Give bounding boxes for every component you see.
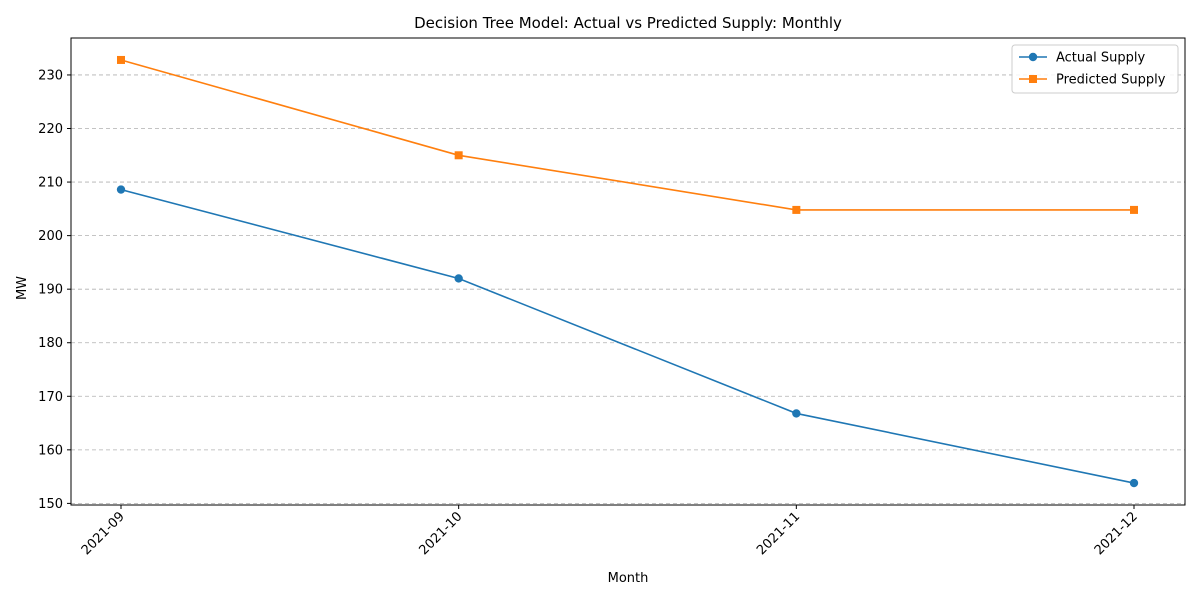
y-tick-label: 180 <box>38 336 63 351</box>
y-axis-ticks: 150 160 170 180 190 200 210 220 230 <box>38 68 71 512</box>
legend-item: Predicted Supply <box>1019 73 1166 88</box>
data-point <box>454 151 463 160</box>
y-tick-label: 220 <box>38 122 63 137</box>
y-tick-label: 160 <box>38 443 63 458</box>
plot-frame <box>70 37 1186 506</box>
grid <box>71 74 1185 504</box>
series-line <box>120 188 1135 484</box>
y-tick-label: 170 <box>38 390 63 405</box>
y-tick-label: 200 <box>38 229 63 244</box>
y-tick-label: 230 <box>38 68 63 83</box>
data-point <box>117 55 125 64</box>
legend-marker <box>1028 52 1038 62</box>
y-tick-label: 190 <box>38 283 63 298</box>
x-axis-label: Month <box>608 571 649 586</box>
legend-label: Predicted Supply <box>1056 73 1166 88</box>
data-point <box>792 205 801 214</box>
legend: Actual Supply Predicted Supply <box>1011 44 1179 94</box>
y-axis-label: MW <box>15 276 30 300</box>
series-0 <box>116 185 1139 488</box>
data-point <box>454 274 463 283</box>
data-point <box>116 185 126 194</box>
data-point <box>1129 478 1139 488</box>
data-point <box>792 409 801 418</box>
legend-marker <box>1029 75 1037 83</box>
chart-title: Decision Tree Model: Actual vs Predicted… <box>414 14 842 32</box>
legend-item: Actual Supply <box>1019 51 1145 66</box>
data-point <box>1130 205 1138 214</box>
legend-label: Actual Supply <box>1056 51 1145 66</box>
y-tick-label: 210 <box>38 176 63 191</box>
series-layer <box>116 55 1139 488</box>
y-tick-label: 150 <box>38 497 63 512</box>
legend-box <box>1011 44 1179 94</box>
series-line <box>120 59 1134 211</box>
series-1 <box>117 55 1138 214</box>
